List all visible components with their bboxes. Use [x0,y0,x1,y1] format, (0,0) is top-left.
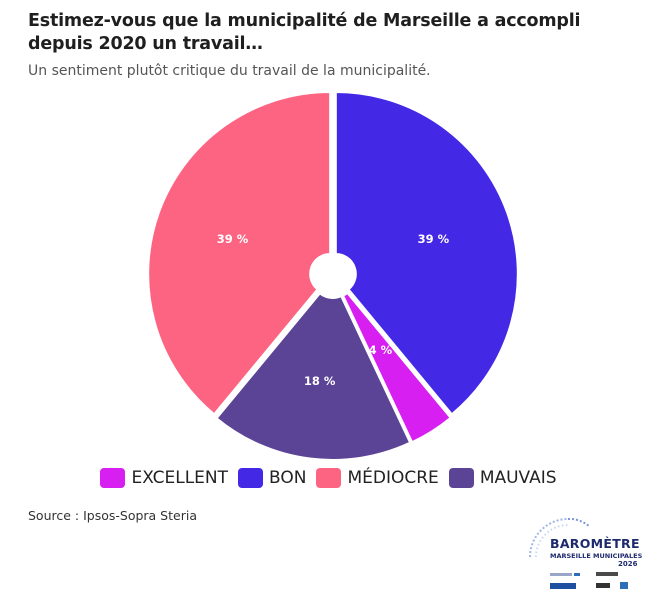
pie-slice-mauvais [215,292,412,460]
pie-chart: 39 % 4 % 18 % 39 % [147,90,519,460]
data-label-excellent: 4 % [369,343,393,357]
legend-label: BON [269,468,307,488]
data-label-bon: 39 % [418,232,450,246]
legend-swatch [100,468,126,488]
logo-title: BAROMÈTRE [550,536,640,551]
legend-item-médiocre: MÉDIOCRE [316,468,439,488]
chart-legend: EXCELLENT BON MÉDIOCRE MAUVAIS [0,468,657,488]
legend-label: EXCELLENT [131,468,229,488]
chart-title: Estimez-vous que la municipalité de Mars… [28,11,581,54]
legend-swatch [316,468,342,488]
data-label-médiocre: 39 % [217,232,249,246]
legend-swatch [238,468,264,488]
legend-label: MÉDIOCRE [347,468,439,488]
logo-arc-icon [529,517,591,558]
legend-item-mauvais: MAUVAIS [448,468,557,488]
legend-item-excellent: EXCELLENT [100,468,228,488]
logo-year: 2026 [618,560,638,568]
legend-item-bon: BON [238,468,306,488]
pie-slice-médiocre [147,90,332,416]
chart-subtitle: Un sentiment plutôt critique du travail … [28,63,431,79]
legend-swatch [448,468,474,488]
pie-slice-bon [334,90,519,416]
data-label-mauvais: 18 % [304,374,336,388]
barometre-logo: BAROMÈTRE MARSEILLE MUNICIPALES 2026 [520,505,650,593]
pie-slice-excellent [342,291,452,444]
logo-subtitle: MARSEILLE MUNICIPALES [550,552,643,560]
source-note: Source : Ipsos-Sopra Steria [28,508,197,523]
partner-logos-icon [550,572,628,589]
legend-label: MAUVAIS [479,468,557,488]
